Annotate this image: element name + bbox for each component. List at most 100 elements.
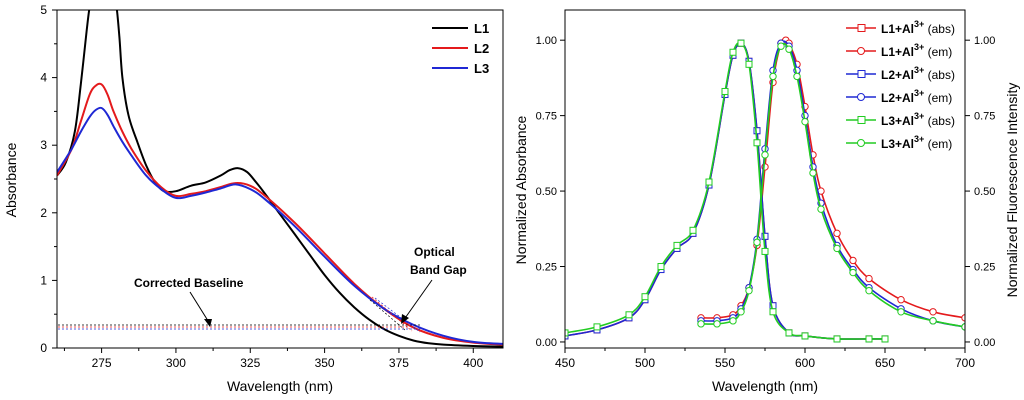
- x-tick-label: 325: [240, 356, 260, 370]
- data-point-square: [761, 247, 769, 255]
- data-point-square: [785, 329, 793, 337]
- legend-entry: L3+Al3+ (em): [846, 134, 952, 151]
- y-left-tick-label: 0.75: [536, 111, 557, 123]
- data-point-square: [593, 323, 601, 331]
- legend-marker-square: [857, 116, 866, 124]
- annotation-arrowhead-baseline: [204, 319, 212, 327]
- data-point-circle: [729, 317, 737, 325]
- legend-entry: L2+Al3+ (abs): [846, 65, 955, 82]
- right-plot-frame: [564, 9, 966, 349]
- annotation-arrow-bandgap: [402, 279, 433, 322]
- left-chart: 275 300 325 350 375 400 0 1 2 3 4 5 Wavelength (nm)…: [3, 3, 504, 394]
- right-y-axis-label-left: Normalized Absorbance: [513, 115, 529, 264]
- series-l1-al3-abs-: [565, 39, 889, 343]
- legend-marker-square: [857, 70, 866, 78]
- data-point-circle: [713, 320, 721, 328]
- series-line-l1: [57, 10, 503, 348]
- x-tick-label: 550: [715, 356, 735, 370]
- y-tick-label: 4: [40, 71, 47, 85]
- x-tick-label: 275: [92, 356, 112, 370]
- x-tick-label: 400: [463, 356, 483, 370]
- data-point-circle: [849, 256, 857, 265]
- legend-marker-circle: [857, 93, 865, 101]
- annotation-arrow-baseline: [189, 291, 211, 325]
- left-series-group: [57, 10, 503, 348]
- legend-marker-circle: [857, 139, 865, 147]
- data-point-circle: [849, 268, 857, 277]
- left-x-axis-label: Wavelength (nm): [227, 378, 333, 394]
- data-point-circle: [929, 308, 937, 316]
- y-tick-label: 3: [40, 138, 47, 152]
- y-left-tick-label: 1.00: [536, 35, 557, 47]
- data-point-circle: [769, 72, 777, 81]
- legend-label: L3+Al3+ (abs): [881, 111, 955, 128]
- y-left-tick-label: 0.50: [536, 186, 557, 198]
- series-line: [700, 43, 965, 328]
- x-tick-label: 450: [555, 356, 575, 370]
- x-tick-label: 375: [389, 356, 409, 370]
- y-right-tick-label: 0.50: [974, 186, 995, 198]
- data-point-square: [729, 48, 737, 56]
- right-chart: 450 500 550 600 650 700 0.00 0.25 0.50 0.75 1.00 0.…: [513, 9, 1020, 394]
- legend-marker-circle: [857, 47, 865, 55]
- legend-label: L2+Al3+ (abs): [881, 65, 955, 82]
- data-point-circle: [753, 238, 761, 247]
- legend-entry: L1+Al3+ (em): [846, 42, 952, 59]
- tangent-line-blue: [374, 297, 421, 333]
- data-point-square: [625, 311, 633, 319]
- series-line-l3: [57, 106, 503, 345]
- data-point-circle: [801, 117, 809, 126]
- data-point-square: [721, 87, 729, 95]
- left-legend: L1 L2 L3: [432, 21, 489, 76]
- x-tick-label: 300: [166, 356, 186, 370]
- data-point-square: [745, 60, 753, 68]
- series-l3-al3-abs-: [565, 39, 889, 343]
- data-point-circle: [833, 229, 841, 238]
- x-tick-label: 350: [315, 356, 335, 370]
- data-point-circle: [785, 45, 793, 53]
- y-tick-label: 1: [40, 273, 47, 287]
- left-y-axis-label: Absorbance: [3, 142, 19, 217]
- corrected-baseline-lines: [58, 324, 420, 330]
- legend-entry: L2+Al3+ (em): [846, 88, 952, 105]
- data-point-circle: [777, 42, 785, 50]
- data-point-square: [689, 226, 697, 234]
- legend-label: L1+Al3+ (abs): [881, 19, 955, 36]
- y-tick-label: 2: [40, 206, 47, 220]
- x-tick-label: 600: [795, 356, 815, 370]
- data-point-circle: [737, 308, 745, 316]
- data-point-square: [753, 127, 761, 135]
- right-series-group: [565, 36, 965, 343]
- data-point-circle: [897, 296, 905, 304]
- series-line: [565, 41, 885, 340]
- data-point-square: [833, 335, 841, 343]
- data-point-square: [801, 332, 809, 340]
- legend-label-l3: L3: [474, 61, 489, 76]
- left-plot-frame: [56, 9, 504, 349]
- series-line: [700, 40, 965, 328]
- right-axes: 450 500 550 600 650 700 0.00 0.25 0.50 0.75 1.00 0.…: [536, 35, 996, 370]
- annotation-arrowhead-bandgap: [401, 314, 409, 324]
- legend-label: L2+Al3+ (em): [881, 88, 952, 105]
- x-tick-label: 700: [955, 356, 975, 370]
- legend-label: L3+Al3+ (em): [881, 134, 952, 151]
- legend-marker-square: [857, 24, 866, 32]
- tangent-line-black: [369, 299, 406, 331]
- legend-label-l2: L2: [474, 41, 489, 56]
- legend-entry: L3+Al3+ (abs): [846, 111, 955, 128]
- legend-label-l1: L1: [474, 21, 489, 36]
- x-tick-label: 650: [875, 356, 895, 370]
- data-point-circle: [809, 169, 817, 177]
- data-point-square: [641, 293, 649, 301]
- y-left-tick-label: 0.25: [536, 262, 557, 274]
- y-right-tick-label: 0.25: [974, 262, 995, 274]
- annotation-optical: Optical: [414, 245, 455, 259]
- data-point-circle: [697, 320, 705, 328]
- data-point-square: [673, 241, 681, 249]
- y-left-tick-label: 0.00: [536, 337, 557, 349]
- data-point-square: [565, 329, 569, 337]
- y-right-tick-label: 0.00: [974, 337, 995, 349]
- data-point-circle: [897, 308, 905, 316]
- data-point-circle: [865, 286, 873, 295]
- data-point-square: [753, 139, 761, 147]
